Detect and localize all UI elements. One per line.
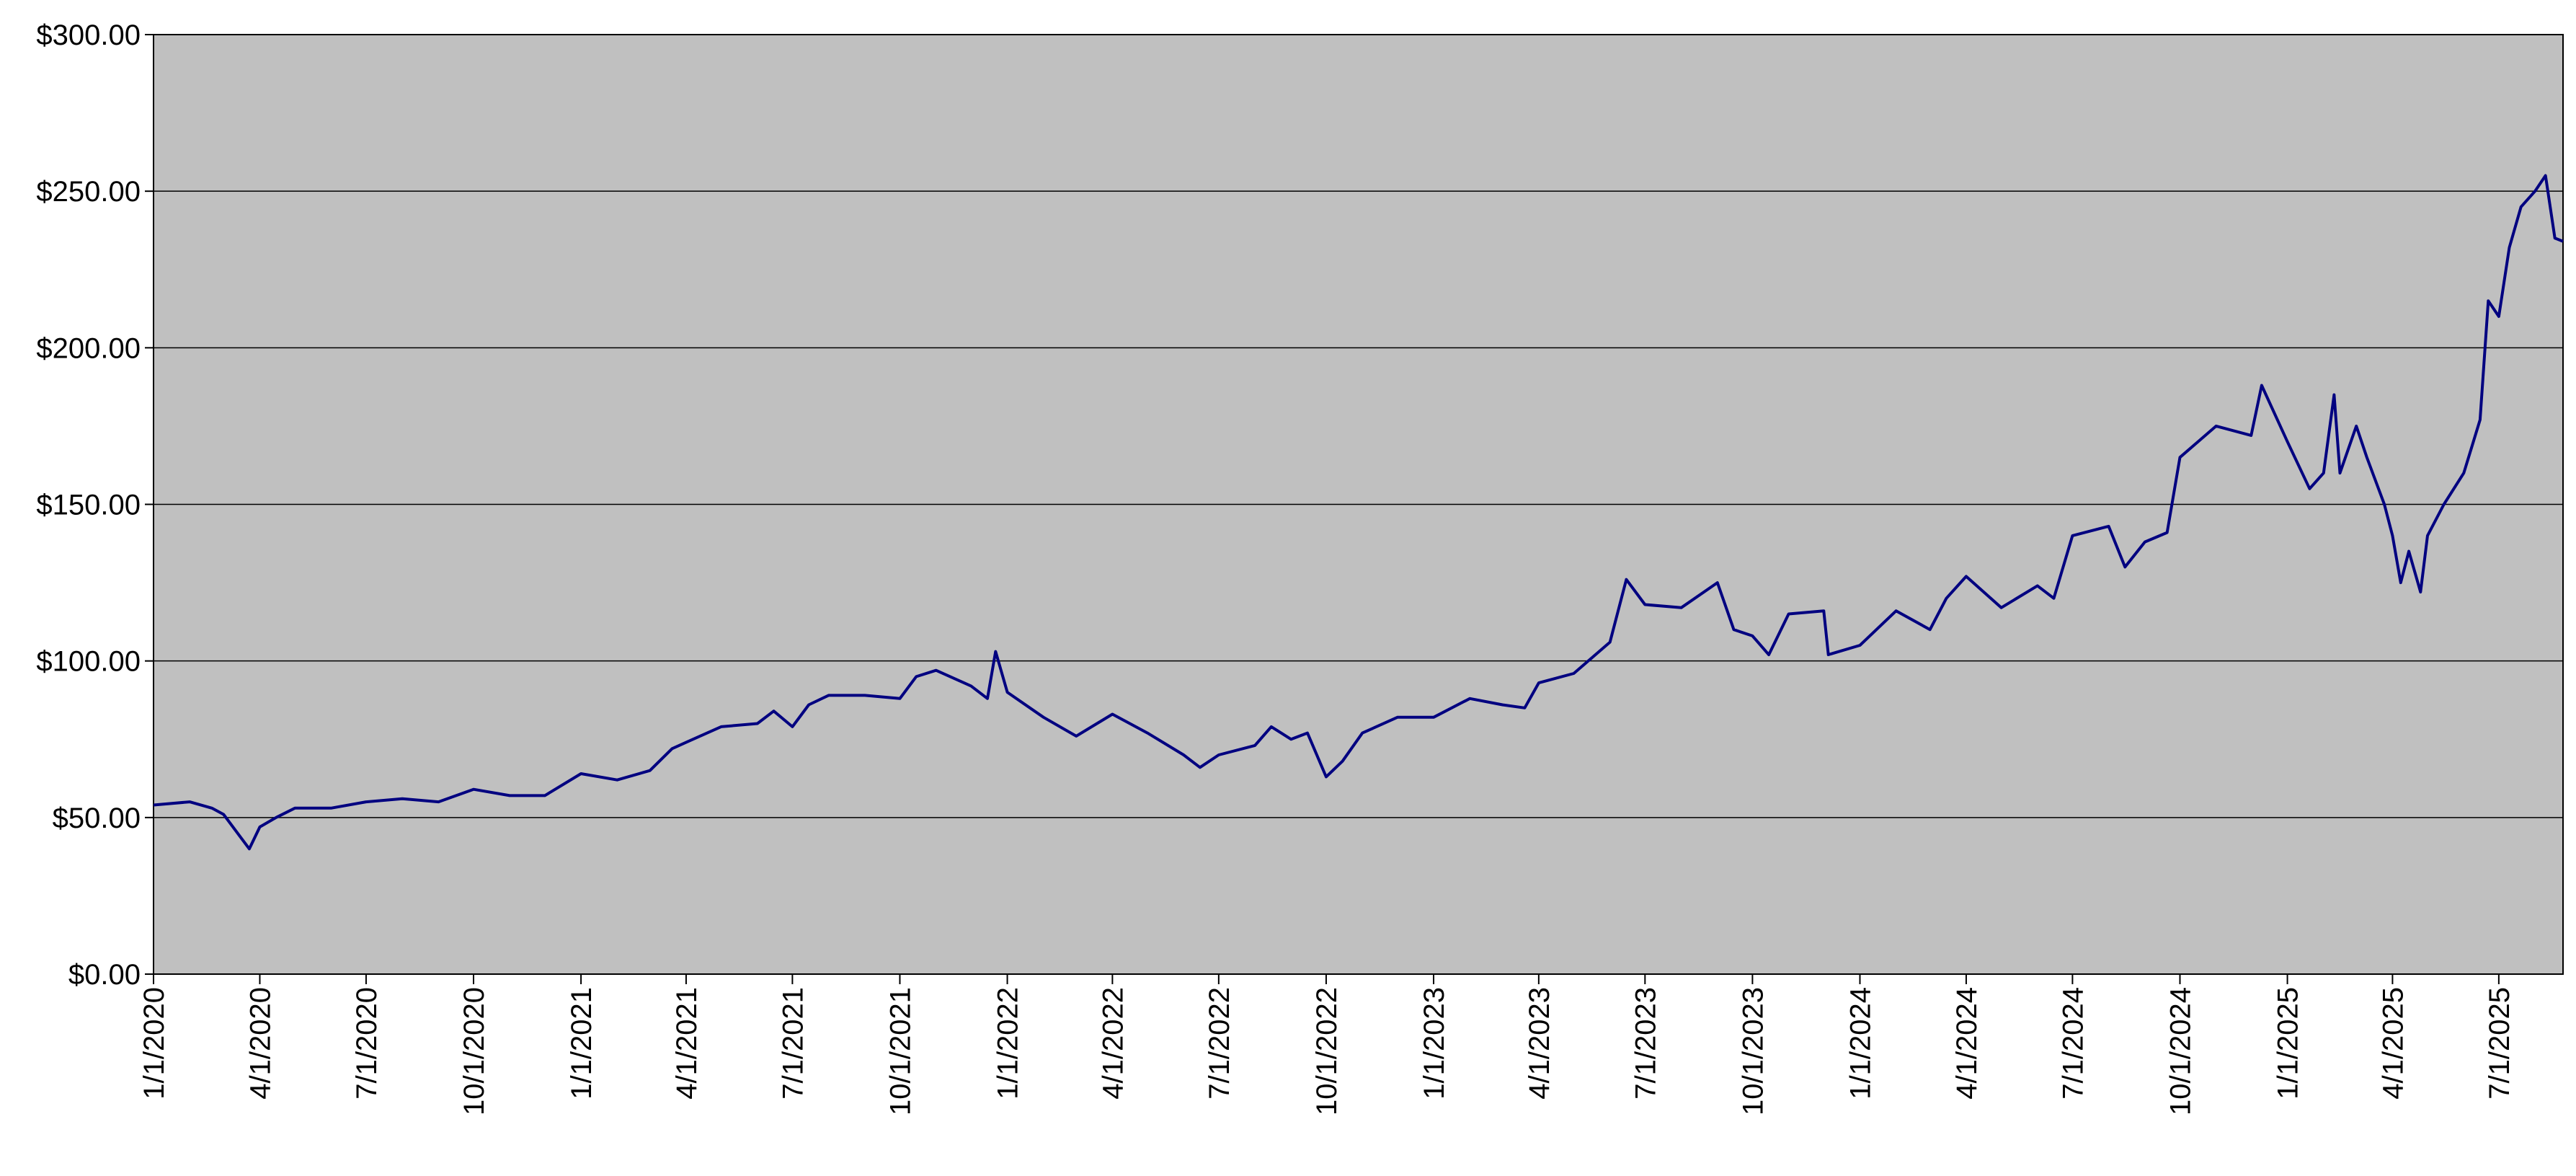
x-tick-label: 7/1/2020 — [351, 987, 383, 1100]
x-tick-label: 1/1/2024 — [1844, 987, 1876, 1100]
y-tick-label: $300.00 — [36, 19, 141, 51]
x-tick-label: 1/1/2025 — [2273, 987, 2304, 1100]
plot-border — [153, 34, 2564, 975]
x-tick-label: 4/1/2022 — [1097, 987, 1129, 1100]
x-tick-label: 1/1/2020 — [138, 987, 170, 1100]
x-tick-label: 4/1/2021 — [671, 987, 703, 1100]
x-tick-label: 7/1/2021 — [777, 987, 809, 1100]
y-tick-label: $150.00 — [36, 490, 141, 521]
x-tick-label: 4/1/2023 — [1524, 987, 1555, 1100]
x-tick-label: 7/1/2022 — [1204, 987, 1235, 1100]
x-tick-label: 1/1/2022 — [992, 987, 1024, 1100]
x-tick-label: 10/1/2021 — [884, 987, 916, 1115]
x-tick-label: 10/1/2023 — [1737, 987, 1769, 1115]
y-tick-label: $250.00 — [36, 176, 141, 208]
y-tick-label: $50.00 — [53, 803, 141, 834]
x-tick-label: 7/1/2023 — [1630, 987, 1661, 1100]
x-tick-label: 7/1/2025 — [2484, 987, 2515, 1100]
x-tick-label: 4/1/2024 — [1951, 987, 1983, 1100]
price-line — [153, 174, 2564, 851]
x-tick-label: 7/1/2024 — [2057, 987, 2089, 1100]
x-tick-label: 1/1/2023 — [1418, 987, 1450, 1100]
y-tick-label: $200.00 — [36, 332, 141, 364]
y-tick-label: $0.00 — [68, 959, 141, 991]
x-tick-label: 4/1/2025 — [2377, 987, 2409, 1100]
x-tick-label: 10/1/2020 — [458, 987, 490, 1115]
x-tick-label: 10/1/2022 — [1311, 987, 1343, 1115]
x-tick-label: 1/1/2021 — [566, 987, 598, 1100]
x-tick-label: 10/1/2024 — [2164, 987, 2196, 1115]
y-tick-label: $100.00 — [36, 646, 141, 678]
x-tick-label: 4/1/2020 — [244, 987, 276, 1100]
